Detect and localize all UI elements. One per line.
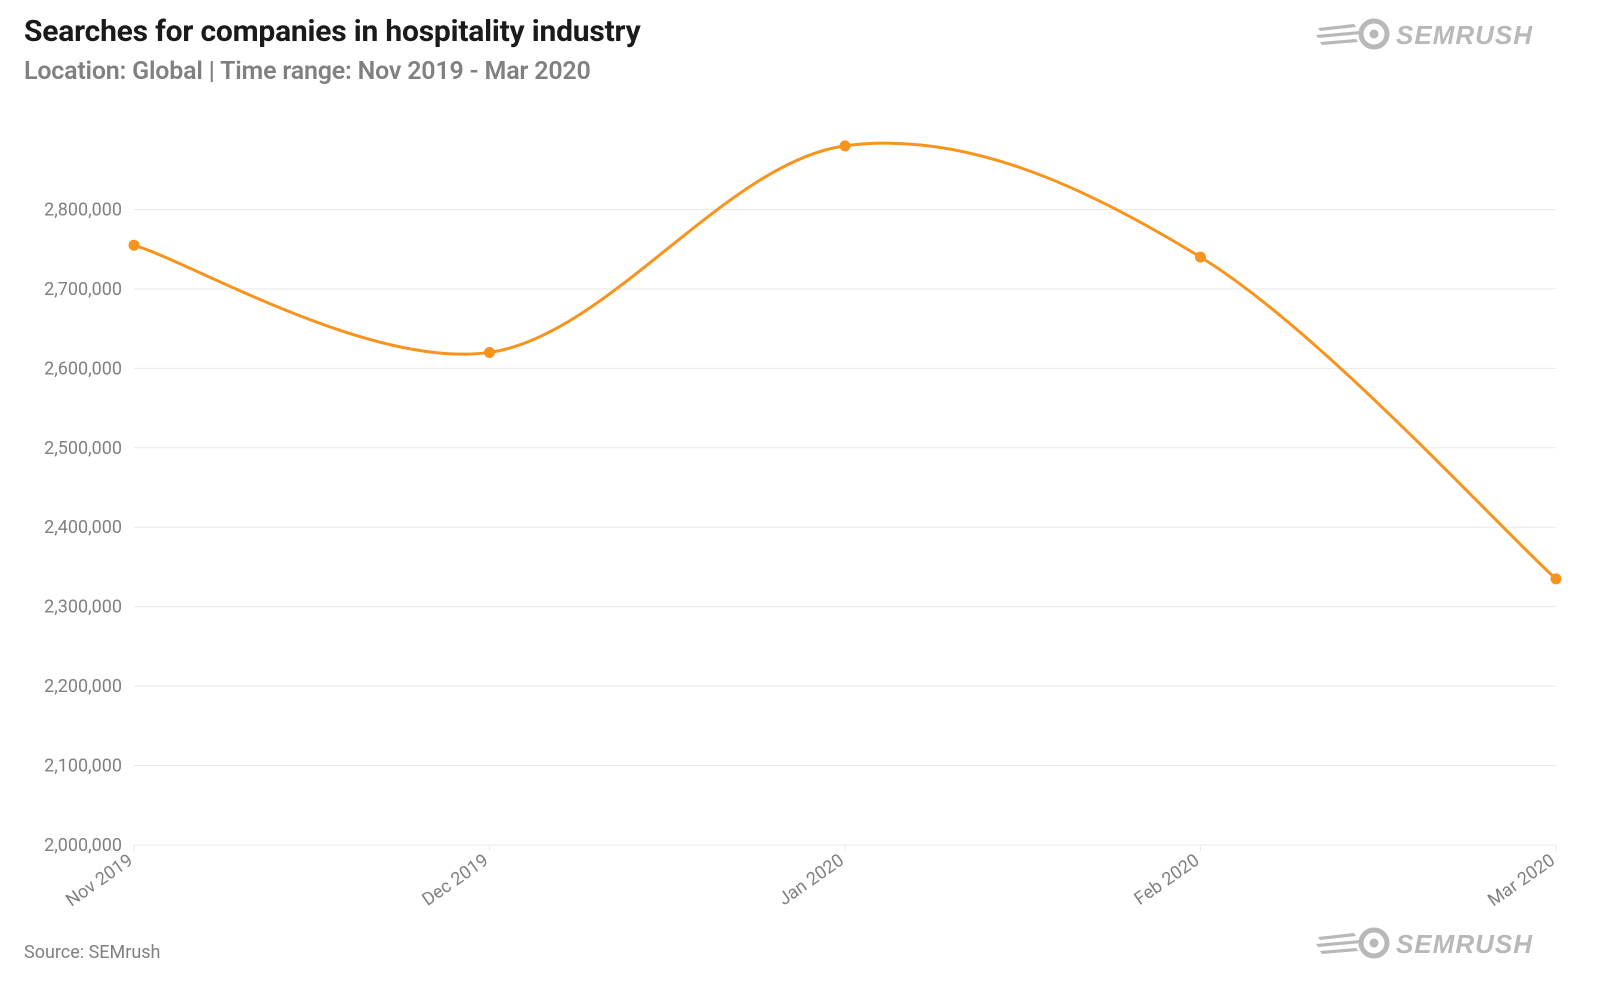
x-tick-label: Feb 2020 (1130, 850, 1203, 910)
x-tick-label: Dec 2019 (418, 850, 492, 911)
y-tick-label: 2,600,000 (44, 358, 122, 379)
data-point-marker (129, 240, 140, 251)
y-tick-label: 2,500,000 (44, 438, 122, 459)
chart-subtitle: Location: Global | Time range: Nov 2019 … (24, 57, 1576, 86)
data-point-marker (1551, 573, 1562, 584)
y-tick-label: 2,100,000 (44, 756, 122, 777)
svg-text:SEMRUSH: SEMRUSH (1396, 20, 1533, 50)
y-tick-label: 2,300,000 (44, 597, 122, 618)
svg-text:SEMRUSH: SEMRUSH (1396, 929, 1533, 959)
source-label: Source: SEMrush (24, 942, 160, 963)
y-tick-label: 2,200,000 (44, 676, 122, 697)
line-chart-svg: 2,000,000 2,100,000 2,200,000 2,300,000 2,40… (24, 120, 1576, 915)
y-tick-label: 2,800,000 (44, 199, 122, 220)
x-tick-label: Mar 2020 (1484, 850, 1559, 911)
brand-logo-top: SEMRUSH (1316, 14, 1576, 58)
y-tick-label: 2,700,000 (44, 279, 122, 300)
y-tick-label: 2,400,000 (44, 517, 122, 538)
y-tick-label: 2,000,000 (44, 835, 122, 856)
x-tick-label: Nov 2019 (62, 850, 137, 911)
data-point-marker (840, 140, 851, 151)
chart-container: Searches for companies in hospitality in… (0, 0, 1600, 985)
series-line (134, 143, 1556, 579)
x-tick-label: Jan 2020 (775, 850, 848, 910)
brand-logo-bottom: SEMRUSH (1316, 923, 1576, 967)
data-point-marker (1195, 252, 1206, 263)
data-point-marker (484, 347, 495, 358)
chart-plot-area: 2,000,000 2,100,000 2,200,000 2,300,000 2,40… (24, 120, 1576, 915)
